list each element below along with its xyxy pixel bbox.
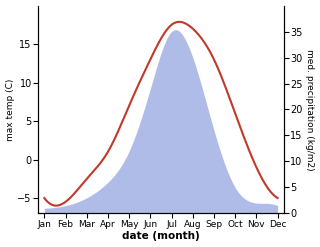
X-axis label: date (month): date (month) [122,231,200,242]
Y-axis label: med. precipitation (kg/m2): med. precipitation (kg/m2) [306,49,315,170]
Y-axis label: max temp (C): max temp (C) [5,78,14,141]
